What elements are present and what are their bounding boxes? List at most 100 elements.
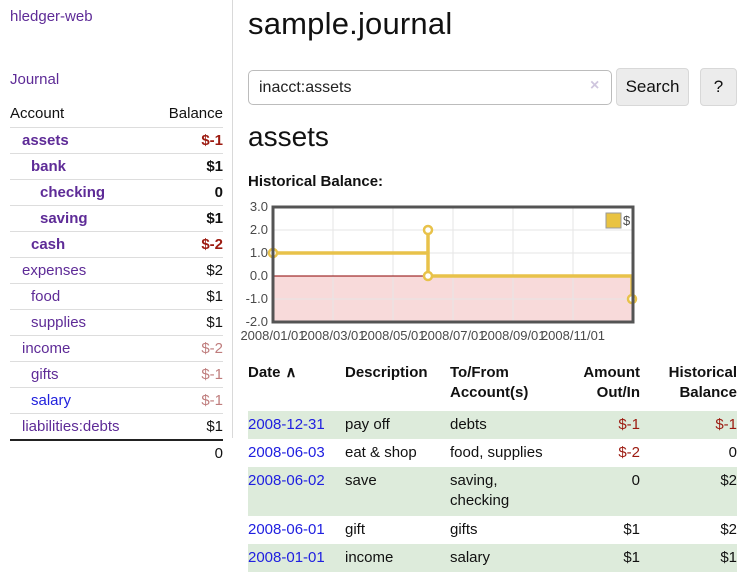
transaction-date-link[interactable]: 2008-06-02 bbox=[248, 472, 325, 489]
account-row: assets $-1 bbox=[10, 127, 223, 154]
transaction-amount: $1 bbox=[623, 548, 640, 566]
transaction-accounts: saving, checking bbox=[450, 472, 510, 510]
account-link-gifts[interactable]: gifts bbox=[31, 366, 59, 383]
account-link-food[interactable]: food bbox=[31, 288, 61, 305]
account-balance: $-2 bbox=[201, 340, 223, 357]
register-row: 2008-01-01 income salary $1 $1 bbox=[248, 543, 737, 572]
accounts-total-value: 0 bbox=[214, 445, 223, 462]
transaction-date-link[interactable]: 2008-06-03 bbox=[248, 443, 325, 461]
transaction-date-link[interactable]: 2008-06-01 bbox=[248, 520, 325, 538]
register-row: 2008-06-01 gift gifts $1 $2 bbox=[248, 516, 737, 544]
account-link-assets[interactable]: assets bbox=[22, 132, 69, 149]
svg-text:1.0: 1.0 bbox=[250, 245, 268, 260]
account-row: checking 0 bbox=[10, 179, 223, 206]
y-axis-labels: 3.0 2.0 1.0 0.0 -1.0 -2.0 bbox=[246, 199, 268, 329]
historical-balance-chart: $ 3.0 2.0 1.0 0.0 -1.0 -2.0 2008/01/01 2… bbox=[240, 199, 638, 343]
accounts-table: Account Balance assets $-1 bank $1 check… bbox=[10, 100, 223, 466]
account-balance: $-1 bbox=[201, 132, 223, 149]
register-row: 2008-06-03 eat & shop food, supplies $-2… bbox=[248, 439, 737, 467]
svg-text:-2.0: -2.0 bbox=[246, 314, 268, 329]
account-balance: $-2 bbox=[201, 236, 223, 253]
accounts-total-row: 0 bbox=[10, 440, 223, 466]
transaction-balance: 0 bbox=[728, 443, 737, 461]
sidebar: hledger-web Journal Account Balance asse… bbox=[0, 0, 233, 462]
account-row: liabilities:debts $1 bbox=[10, 413, 223, 441]
historical-balance-label: Historical Balance: bbox=[248, 173, 384, 190]
svg-text:2008/09/01: 2008/09/01 bbox=[480, 328, 545, 343]
account-balance: $1 bbox=[206, 158, 223, 175]
account-balance: 0 bbox=[214, 184, 223, 201]
register-header-description: Description bbox=[345, 364, 428, 381]
v-gridlines bbox=[332, 207, 574, 322]
account-link-salary[interactable]: salary bbox=[31, 392, 72, 409]
account-link-saving[interactable]: saving bbox=[40, 210, 88, 227]
account-balance: $1 bbox=[206, 288, 223, 305]
account-balance: $-1 bbox=[201, 366, 223, 383]
accounts-header-row: Account Balance bbox=[10, 100, 223, 128]
account-balance: $-1 bbox=[201, 392, 223, 409]
account-page-title: assets bbox=[248, 121, 329, 152]
account-link-bank[interactable]: bank bbox=[31, 158, 67, 175]
register-header-amount: Amount Out/In bbox=[583, 364, 640, 402]
legend-swatch bbox=[605, 212, 622, 229]
x-axis-labels: 2008/01/01 2008/03/01 2008/05/01 2008/07… bbox=[240, 328, 605, 343]
transaction-date-link[interactable]: 2008-12-31 bbox=[248, 415, 325, 433]
svg-text:2008/07/01: 2008/07/01 bbox=[420, 328, 485, 343]
svg-text:2008/11/01: 2008/11/01 bbox=[541, 328, 605, 343]
transaction-balance: $2 bbox=[720, 520, 737, 538]
search-button[interactable]: Search bbox=[616, 68, 689, 106]
accounts-header-account: Account bbox=[10, 105, 65, 122]
account-row: salary $-1 bbox=[10, 387, 223, 414]
brand-link[interactable]: hledger-web bbox=[10, 8, 93, 25]
register-table: Date ∧ Description To/From Account(s) Amo… bbox=[248, 361, 737, 572]
account-row: expenses $2 bbox=[10, 257, 223, 284]
transaction-accounts: gifts bbox=[450, 520, 478, 538]
account-balance: $1 bbox=[206, 210, 223, 227]
account-link-cash[interactable]: cash bbox=[31, 236, 66, 253]
register-header-row: Date ∧ Description To/From Account(s) Amo… bbox=[248, 361, 737, 411]
transaction-amount: $-1 bbox=[618, 415, 640, 433]
account-row: income $-2 bbox=[10, 335, 223, 362]
transaction-description: save bbox=[345, 472, 377, 489]
account-row: bank $1 bbox=[10, 153, 223, 180]
sidebar-item-journal[interactable]: Journal bbox=[10, 71, 60, 88]
account-row: saving $1 bbox=[10, 205, 223, 232]
svg-text:2008/05/01: 2008/05/01 bbox=[360, 328, 425, 343]
legend-label: $ bbox=[623, 213, 631, 228]
transaction-accounts: food, supplies bbox=[450, 443, 543, 461]
account-link-checking[interactable]: checking bbox=[40, 184, 106, 201]
svg-text:0.0: 0.0 bbox=[250, 268, 268, 283]
transaction-accounts: salary bbox=[450, 548, 491, 566]
register-header-balance: Historical Balance bbox=[668, 364, 737, 402]
svg-text:2008/03/01: 2008/03/01 bbox=[300, 328, 365, 343]
account-balance: $2 bbox=[206, 262, 223, 279]
transaction-amount: $-2 bbox=[618, 443, 640, 461]
account-row: gifts $-1 bbox=[10, 361, 223, 388]
account-balance: $1 bbox=[206, 418, 223, 435]
register-header-accounts: To/From Account(s) bbox=[450, 364, 529, 402]
transaction-balance: $-1 bbox=[715, 415, 737, 433]
register-header-date: Date ∧ bbox=[248, 364, 297, 381]
account-link-supplies[interactable]: supplies bbox=[31, 314, 87, 331]
account-link-expenses[interactable]: expenses bbox=[22, 262, 87, 279]
account-link-income[interactable]: income bbox=[22, 340, 71, 357]
plot-border bbox=[271, 205, 635, 324]
transaction-description: pay off bbox=[345, 415, 390, 433]
help-button[interactable]: ? bbox=[700, 68, 737, 106]
transaction-description: eat & shop bbox=[345, 443, 417, 461]
transaction-accounts: debts bbox=[450, 415, 487, 433]
svg-text:3.0: 3.0 bbox=[250, 199, 268, 214]
clear-search-icon[interactable]: × bbox=[590, 77, 600, 94]
account-link-liabilities-debts[interactable]: liabilities:debts bbox=[22, 418, 120, 435]
svg-text:2008/01/01: 2008/01/01 bbox=[240, 328, 305, 343]
search-input[interactable] bbox=[248, 70, 612, 105]
transaction-amount: $1 bbox=[623, 520, 640, 538]
transaction-date-link[interactable]: 2008-01-01 bbox=[248, 548, 325, 566]
account-row: cash $-2 bbox=[10, 231, 223, 258]
svg-text:2.0: 2.0 bbox=[250, 222, 268, 237]
account-balance: $1 bbox=[206, 314, 223, 331]
accounts-header-balance: Balance bbox=[168, 105, 223, 122]
register-row: 2008-12-31 pay off debts $-1 $-1 bbox=[248, 410, 737, 439]
register-row: 2008-06-02 save saving, checking 0 $2 bbox=[248, 467, 737, 516]
